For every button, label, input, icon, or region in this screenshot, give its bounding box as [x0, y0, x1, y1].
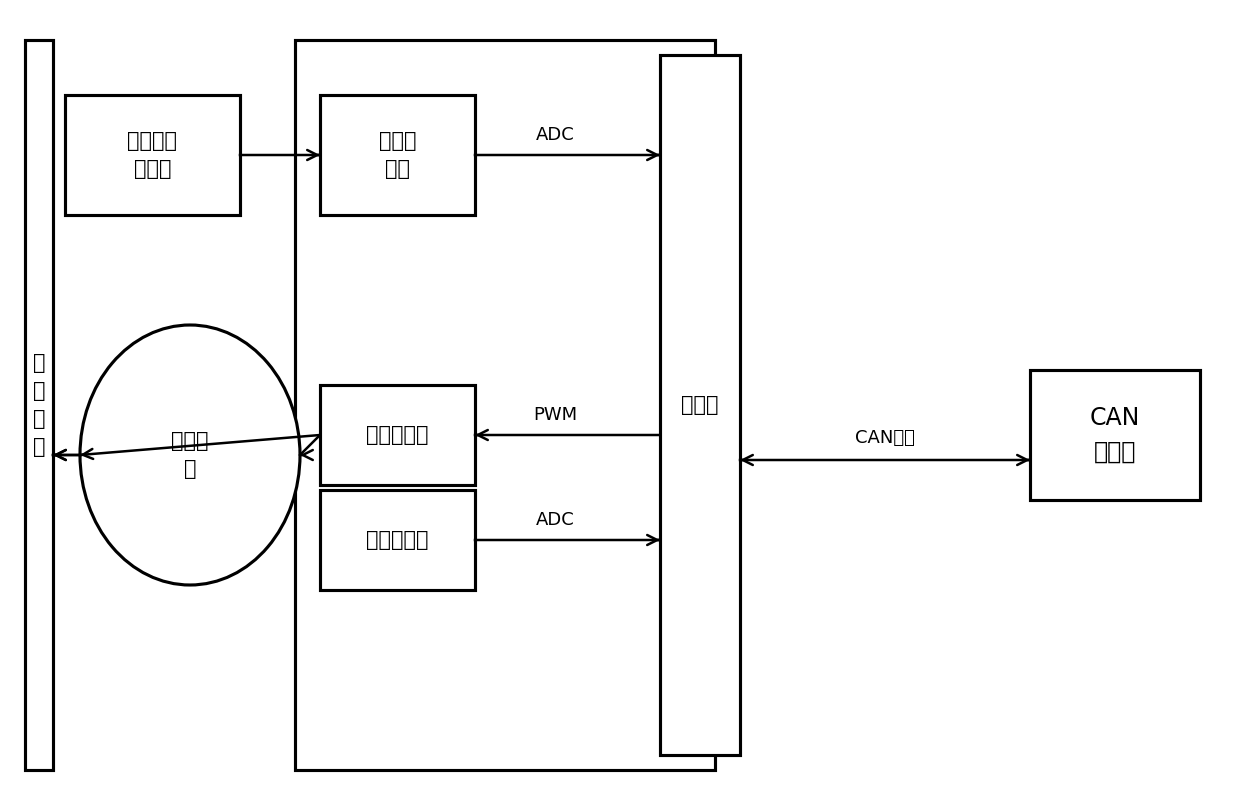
Bar	[295, 40, 715, 770]
Text: 制
动
踏
板: 制 动 踏 板	[32, 353, 45, 457]
Text: 电流传感器: 电流传感器	[366, 530, 429, 550]
Bar	[25, 40, 53, 770]
Bar	[320, 490, 475, 590]
Text: 直流电
机: 直流电 机	[171, 431, 208, 479]
Text: 模拟量
输入: 模拟量 输入	[378, 131, 417, 179]
Ellipse shape	[81, 325, 300, 585]
Text: CAN总线: CAN总线	[856, 429, 915, 447]
Text: CAN
驱动器: CAN 驱动器	[1090, 406, 1141, 464]
Text: ADC: ADC	[536, 126, 574, 144]
Text: PWM: PWM	[533, 406, 577, 424]
Bar	[320, 95, 475, 215]
Text: ADC: ADC	[536, 511, 574, 529]
Text: 单片机: 单片机	[681, 395, 719, 415]
Bar	[1030, 370, 1200, 500]
Bar	[320, 385, 475, 485]
Bar	[64, 95, 241, 215]
Text: 霍尔位置
传感器: 霍尔位置 传感器	[128, 131, 177, 179]
Bar	[660, 55, 740, 755]
Text: 电机驱动器: 电机驱动器	[366, 425, 429, 445]
